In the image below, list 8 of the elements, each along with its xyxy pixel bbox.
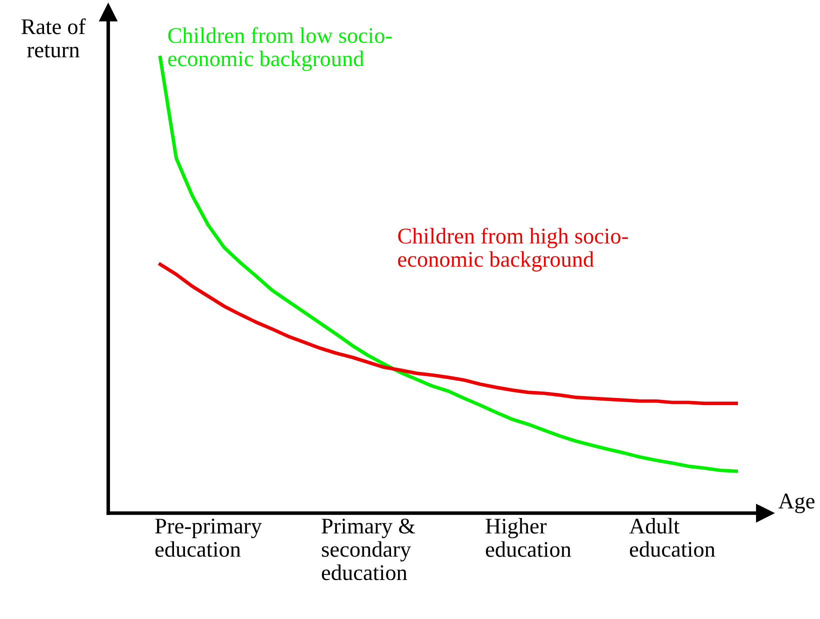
x-tick-label: Pre-primary education [155, 518, 262, 557]
x-tick-label: Primary & secondary education [322, 518, 416, 580]
x-axis-title: Age [778, 494, 814, 514]
y-axis-title: Rate of return [22, 18, 86, 58]
series-label: Children from low socio- economic background [168, 27, 392, 71]
x-tick-label: Higher education [486, 518, 572, 557]
text: Children from high socio- economic background [398, 228, 628, 272]
x-tick-label: Adult education [629, 518, 716, 557]
